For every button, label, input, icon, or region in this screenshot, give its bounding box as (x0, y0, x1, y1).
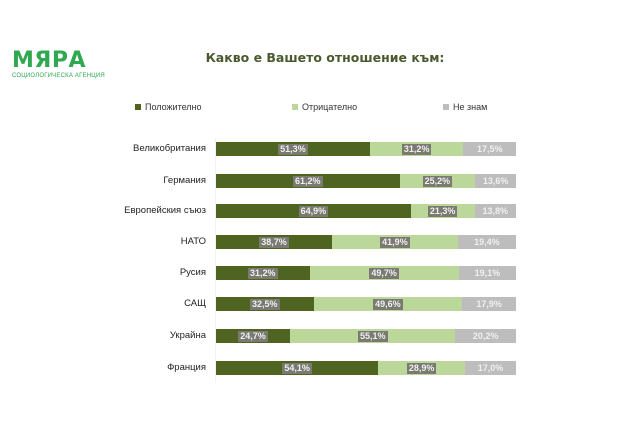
bar-segment-dontknow: 20,2% (455, 329, 516, 343)
bar-segment-positive: 51,3% (216, 142, 370, 156)
value-label: 28,9% (406, 362, 437, 374)
legend-swatch-positive (135, 104, 141, 110)
value-label: 54,1% (282, 362, 312, 374)
bar-segment-positive: 54,1% (216, 361, 379, 375)
stacked-bar: 54,1% 28,9% 17,0% (216, 361, 516, 375)
value-label: 25,2% (422, 175, 453, 187)
category-label: Русия (179, 267, 206, 278)
value-label: 24,7% (238, 330, 268, 342)
bar-segment-negative: 21,3% (410, 204, 475, 218)
value-label: 38,7% (259, 236, 289, 248)
category-label: Великобритания (133, 143, 206, 154)
logo-name: МЯРА (12, 48, 86, 73)
value-label: 51,3% (278, 143, 308, 155)
bar-segment-negative: 49,7% (309, 266, 459, 280)
legend-label: Не знам (453, 102, 488, 112)
value-label: 41,9% (380, 236, 410, 248)
bar-segment-negative: 49,6% (313, 297, 463, 311)
category-label: Украйна (169, 330, 206, 341)
bar-segment-positive: 61,2% (216, 174, 400, 188)
category-label: Европейския съюз (124, 205, 206, 216)
legend-item-dontknow: Не знам (443, 102, 487, 112)
stacked-bar: 38,7% 41,9% 19,4% (216, 235, 516, 249)
category-axis (215, 138, 216, 383)
value-label: 21,3% (427, 205, 458, 217)
chart-row: Украйна 24,7% 55,1% 20,2% (0, 329, 640, 343)
bar-segment-dontknow: 17,9% (462, 297, 516, 311)
bar-segment-negative: 31,2% (369, 142, 464, 156)
category-label: Германия (163, 175, 206, 186)
bar-segment-negative: 25,2% (399, 174, 476, 188)
value-label: 17,5% (476, 143, 503, 154)
value-label: 49,7% (369, 267, 399, 279)
bar-segment-positive: 31,2% (216, 266, 310, 280)
bar-segment-negative: 41,9% (332, 235, 458, 249)
chart-row: Русия 31,2% 49,7% 19,1% (0, 266, 640, 280)
logo: МЯРА Социологическа агенция (12, 48, 105, 80)
value-label: 55,1% (357, 330, 388, 342)
value-label: 31,2% (401, 143, 432, 155)
bar-segment-dontknow: 19,4% (457, 235, 516, 249)
chart-row: Франция 54,1% 28,9% 17,0% (0, 361, 640, 375)
bar-segment-positive: 32,5% (216, 297, 314, 311)
value-label: 19,4% (474, 236, 500, 247)
legend-label: Положително (145, 102, 202, 112)
legend-item-positive: Положително (135, 102, 202, 112)
stacked-bar: 61,2% 25,2% 13,6% (216, 174, 516, 188)
bar-segment-dontknow: 13,8% (474, 204, 516, 218)
chart-row: НАТО 38,7% 41,9% 19,4% (0, 235, 640, 249)
value-label: 17,9% (476, 298, 502, 309)
stacked-bar: 51,3% 31,2% 17,5% (216, 142, 516, 156)
value-label: 49,6% (373, 298, 403, 310)
value-label: 61,2% (293, 175, 323, 187)
value-label: 19,1% (474, 267, 501, 278)
chart-title: Какво е Вашето отношение към: (205, 50, 445, 65)
value-label: 17,0% (477, 362, 504, 373)
bar-segment-dontknow: 19,1% (458, 266, 516, 280)
logo-subtitle: Социологическа агенция (12, 73, 105, 79)
bar-segment-dontknow: 17,0% (464, 361, 516, 375)
bar-segment-dontknow: 17,5% (463, 142, 516, 156)
value-label: 32,5% (249, 298, 280, 310)
category-label: Франция (167, 362, 206, 373)
chart-row: САЩ 32,5% 49,6% 17,9% (0, 297, 640, 311)
stacked-bar: 32,5% 49,6% 17,9% (216, 297, 516, 311)
bar-segment-positive: 64,9% (216, 204, 411, 218)
value-label: 20,2% (472, 330, 499, 341)
stacked-bar: 31,2% 49,7% 19,1% (216, 266, 516, 280)
legend-item-negative: Отрицателно (292, 102, 357, 112)
stacked-bar: 24,7% 55,1% 20,2% (216, 329, 516, 343)
bar-segment-positive: 24,7% (216, 329, 291, 343)
category-label: НАТО (180, 236, 206, 247)
bar-segment-dontknow: 13,6% (475, 174, 516, 188)
chart-row: Великобритания 51,3% 31,2% 17,5% (0, 142, 640, 156)
bar-segment-negative: 28,9% (378, 361, 465, 375)
chart-row: Европейския съюз 64,9% 21,3% 13,8% (0, 204, 640, 218)
legend-swatch-dontknow (443, 104, 449, 110)
chart-row: Германия 61,2% 25,2% 13,6% (0, 174, 640, 188)
value-label: 13,6% (482, 175, 509, 186)
bar-segment-negative: 55,1% (290, 329, 456, 343)
value-label: 64,9% (298, 205, 329, 217)
value-label: 13,8% (482, 205, 509, 216)
bar-segment-positive: 38,7% (216, 235, 333, 249)
stacked-bar: 64,9% 21,3% 13,8% (216, 204, 516, 218)
category-label: САЩ (184, 298, 206, 309)
value-label: 31,2% (248, 267, 278, 279)
legend-label: Отрицателно (302, 102, 358, 112)
legend-swatch-negative (292, 104, 298, 110)
